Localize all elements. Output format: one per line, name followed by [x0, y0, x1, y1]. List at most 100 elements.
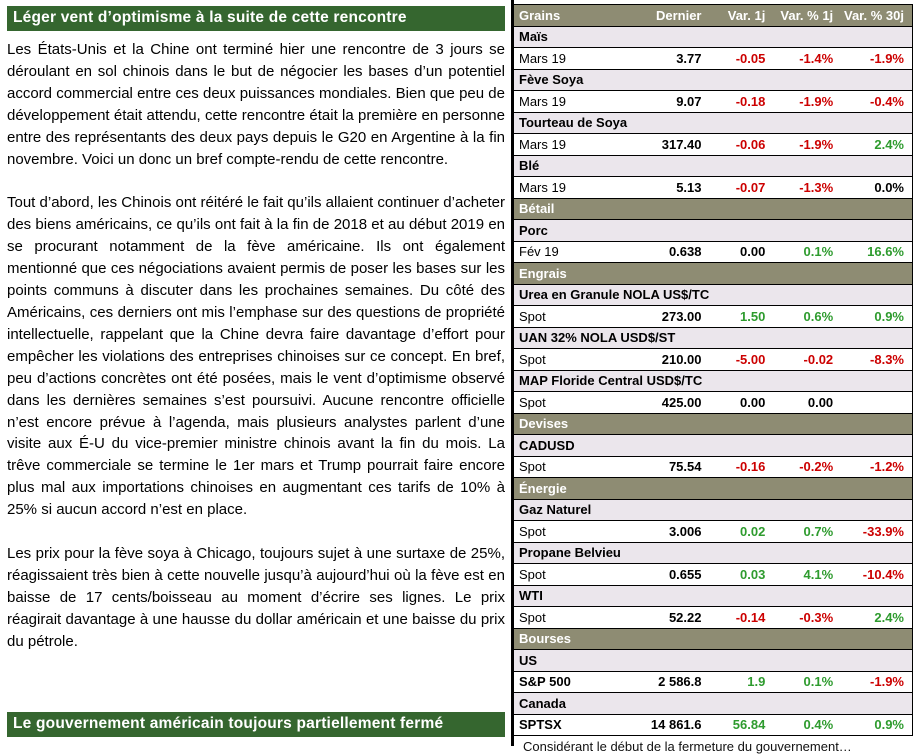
last-value: 425.00 [661, 394, 702, 410]
pct-change-30d: 0.9% [874, 308, 904, 324]
next-article-title: Le gouvernement américain toujours parti… [7, 712, 505, 737]
section-label: Bétail [519, 201, 555, 217]
pct-change-1d: 0.1% [803, 244, 834, 260]
change-1d: -5.00 [735, 351, 766, 367]
pct-change-1d: 0.4% [803, 717, 834, 733]
instrument-name-row: Propane Belvieu [514, 542, 912, 564]
pct-change-30d: -1.2% [870, 459, 904, 475]
instrument-label: Porc [519, 222, 548, 238]
last-value: 14 861.6 [650, 717, 702, 733]
change-1d: -0.18 [735, 93, 766, 109]
pct-change-30d: -0.4% [870, 93, 904, 109]
quote-row: Spot 3.006 0.02 0.7% -33.9% [514, 521, 912, 543]
change-1d: -0.06 [735, 136, 766, 152]
pct-change-1d: -0.3% [799, 609, 834, 625]
instrument-name-row: Porc [514, 220, 912, 242]
section-label: Bourses [519, 631, 572, 647]
pct-change-1d: 0.7% [803, 523, 834, 539]
pct-change-1d: 0.00 [807, 394, 834, 410]
instrument-name-row: Fève Soya [514, 69, 912, 91]
instrument-name-row: Blé [514, 155, 912, 177]
contract-label: S&P 500 [519, 674, 571, 690]
quote-row: Spot 75.54 -0.16 -0.2% -1.2% [514, 456, 912, 478]
instrument-label: Urea en Granule NOLA US$/TC [519, 287, 710, 303]
section-header-row: Engrais [514, 263, 912, 285]
instrument-label: Fève Soya [519, 72, 584, 88]
article-paragraph-2: Tout d’abord, les Chinois ont réitéré le… [7, 194, 505, 519]
change-1d: 0.00 [740, 244, 766, 260]
instrument-label: Blé [519, 158, 540, 174]
instrument-name-row: CADUSD [514, 435, 912, 457]
last-value: 52.22 [668, 609, 702, 625]
article-column: Léger vent d’optimisme à la suite de cet… [7, 6, 505, 653]
pct-change-30d: 2.4% [874, 136, 904, 152]
instrument-label: Maïs [519, 29, 548, 45]
pct-change-30d: -1.9% [870, 50, 904, 66]
quote-row: Spot 52.22 -0.14 -0.3% 2.4% [514, 607, 912, 629]
change-1d: -0.05 [735, 50, 766, 66]
last-value: 210.00 [661, 351, 702, 367]
pct-change-30d: -8.3% [870, 351, 904, 367]
contract-label: Mars 19 [519, 136, 566, 152]
last-value: 0.655 [668, 566, 702, 582]
quote-row: Mars 19 3.77 -0.05 -1.4% -1.9% [514, 48, 912, 70]
change-1d: 0.02 [740, 523, 766, 539]
table-header-row: Grains Dernier Var. 1j Var. % 1j Var. % 30j [514, 5, 912, 27]
instrument-name-row: Tourteau de Soya [514, 112, 912, 134]
contract-label: SPTSX [519, 717, 562, 733]
contract-label: Spot [519, 351, 546, 367]
instrument-label: Canada [519, 695, 566, 711]
instrument-label: Propane Belvieu [519, 545, 621, 561]
pct-change-1d: -1.9% [799, 136, 834, 152]
instrument-name-row: MAP Floride Central USD$/TC [514, 370, 912, 392]
quote-row: Spot 210.00 -5.00 -0.02 -8.3% [514, 349, 912, 371]
change-1d: 1.9 [747, 674, 766, 690]
change-1d: 56.84 [732, 717, 766, 733]
column-header-0: Grains [519, 7, 561, 23]
contract-label: Mars 19 [519, 93, 566, 109]
section-header-row: Bétail [514, 198, 912, 220]
last-value: 5.13 [676, 179, 702, 195]
pct-change-1d: 0.1% [803, 674, 834, 690]
contract-label: Spot [519, 308, 546, 324]
pct-change-1d: -1.4% [799, 50, 834, 66]
pct-change-30d: 0.0% [874, 179, 904, 195]
instrument-label: US [519, 652, 538, 668]
pct-change-30d: 0.9% [874, 717, 904, 733]
column-header-4: Var. % 30j [844, 7, 904, 23]
article-body: Les États-Unis et la Chine ont terminé h… [7, 39, 505, 653]
contract-label: Spot [519, 566, 546, 582]
section-header-row: Bourses [514, 628, 912, 650]
instrument-name-row: US [514, 650, 912, 672]
instrument-name-row: Gaz Naturel [514, 499, 912, 521]
pct-change-30d: 2.4% [874, 609, 904, 625]
quote-row: Mars 19 9.07 -0.18 -1.9% -0.4% [514, 91, 912, 113]
instrument-name-row: Canada [514, 693, 912, 715]
quote-row: Spot 273.00 1.50 0.6% 0.9% [514, 306, 912, 328]
instrument-label: MAP Floride Central USD$/TC [519, 373, 703, 389]
article-title: Léger vent d’optimisme à la suite de cet… [7, 6, 505, 31]
instrument-label: UAN 32% NOLA USD$/ST [519, 330, 676, 346]
instrument-label: CADUSD [519, 437, 575, 453]
pct-change-30d: -10.4% [862, 566, 904, 582]
contract-label: Spot [519, 459, 546, 475]
quote-row: Fév 19 0.638 0.00 0.1% 16.6% [514, 241, 912, 263]
quote-row: Mars 19 5.13 -0.07 -1.3% 0.0% [514, 177, 912, 199]
change-1d: 1.50 [740, 308, 766, 324]
contract-label: Fév 19 [519, 244, 559, 260]
last-value: 9.07 [676, 93, 702, 109]
instrument-name-row: Urea en Granule NOLA US$/TC [514, 284, 912, 306]
article-paragraph-3: Les prix pour la fève soya à Chicago, to… [7, 545, 505, 650]
instrument-name-row: UAN 32% NOLA USD$/ST [514, 327, 912, 349]
column-divider [511, 0, 514, 746]
contract-label: Spot [519, 523, 546, 539]
change-1d: 0.03 [740, 566, 766, 582]
market-quotes-table: Grains Dernier Var. 1j Var. % 1j Var. % 30j … [514, 4, 913, 736]
pct-change-1d: -0.2% [799, 459, 834, 475]
quote-row: S&P 500 2 586.8 1.9 0.1% -1.9% [514, 671, 912, 693]
section-header-row: Énergie [514, 478, 912, 500]
section-label: Énergie [519, 480, 567, 496]
last-value: 75.54 [668, 459, 702, 475]
quote-row: Mars 19 317.40 -0.06 -1.9% 2.4% [514, 134, 912, 156]
pct-change-1d: 0.6% [803, 308, 834, 324]
